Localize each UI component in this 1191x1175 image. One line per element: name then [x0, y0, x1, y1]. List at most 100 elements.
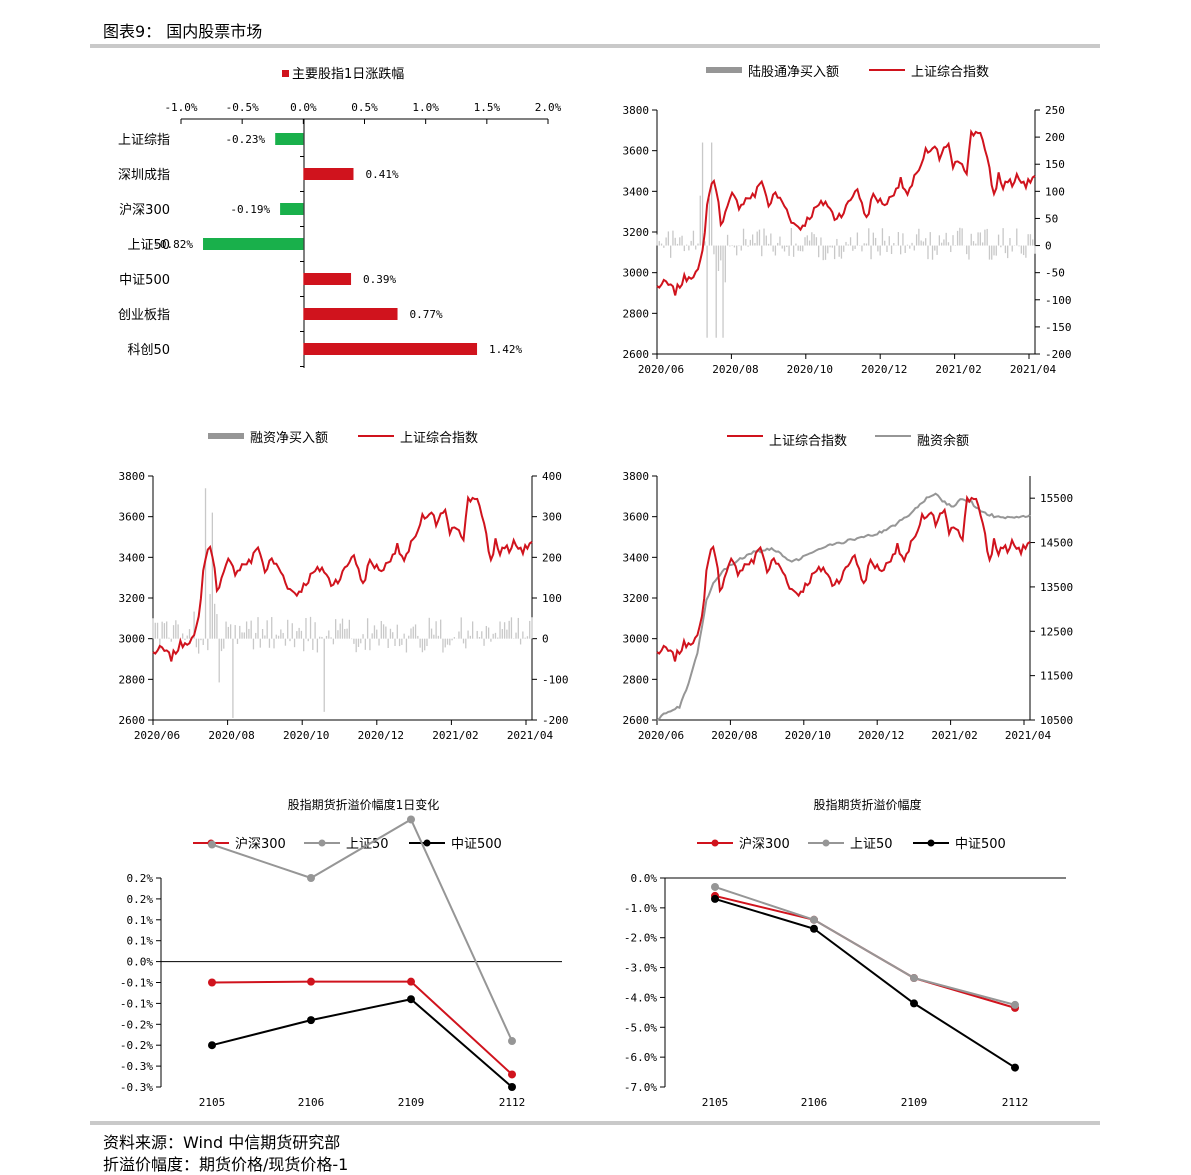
x-tick-label: 2021/02 — [935, 363, 981, 376]
legend-label-1: 上证50 — [850, 837, 893, 852]
right-tick-label: 0 — [1045, 240, 1052, 253]
right-tick-label: 200 — [1045, 131, 1065, 144]
x-tick-label: 2020/06 — [134, 729, 180, 742]
category-label: 创业板指 — [118, 308, 170, 323]
right-tick-label: -150 — [1045, 321, 1072, 334]
right-tick-label: 300 — [542, 511, 562, 524]
series-point-2-2 — [407, 995, 415, 1004]
legend-marker-2 — [423, 839, 431, 847]
right-tick-label: 13500 — [1040, 581, 1073, 594]
right-tick-label: -200 — [542, 714, 569, 727]
category-label: 2112 — [1002, 1096, 1029, 1109]
y-tick-label: -0.3% — [120, 1081, 153, 1094]
right-tick-label: 150 — [1045, 158, 1065, 171]
right-tick-label: 400 — [542, 470, 562, 483]
series-point-2-3 — [1011, 1063, 1019, 1072]
left-tick-label: 3200 — [623, 226, 650, 239]
bar-4 — [303, 273, 352, 285]
series-point-1-3 — [508, 1037, 516, 1046]
legend-marker-0 — [711, 839, 719, 847]
data-label: 0.77% — [410, 308, 443, 321]
left-tick-label: 3600 — [119, 511, 146, 524]
data-label: -0.19% — [230, 203, 270, 216]
series-point-1-0 — [208, 840, 216, 849]
category-label: 2105 — [199, 1096, 226, 1109]
data-label: -0.23% — [225, 133, 265, 146]
x-tick-label: 2021/02 — [432, 729, 478, 742]
x-tick-label: 1.5% — [474, 101, 501, 114]
left-tick-label: 3200 — [119, 592, 146, 605]
bar-0 — [275, 133, 304, 145]
legend-swatch-bar — [706, 67, 742, 73]
header-rule — [90, 44, 1100, 48]
x-tick-label: 2020/12 — [858, 729, 904, 742]
x-tick-label: 2020/06 — [638, 729, 684, 742]
bar-6 — [303, 343, 478, 355]
legend-label-change: 主要股指1日涨跌幅 — [292, 66, 404, 82]
left-tick-label: 2600 — [119, 714, 146, 727]
y-tick-label: 0.1% — [127, 914, 154, 927]
y-tick-label: -4.0% — [624, 991, 657, 1004]
series-line-2 — [211, 998, 513, 1088]
x-tick-label: 2020/10 — [785, 729, 831, 742]
left-tick-label: 2600 — [623, 348, 650, 361]
x-tick-label: 2021/02 — [931, 729, 977, 742]
source-note: 资料来源：Wind 中信期货研究部 — [103, 1133, 341, 1152]
series-point-2-3 — [508, 1083, 516, 1091]
x-tick-label: 2020/10 — [787, 363, 833, 376]
left-tick-label: 2800 — [623, 673, 650, 686]
series-point-0-2 — [407, 977, 415, 986]
y-tick-label: -0.3% — [120, 1060, 153, 1073]
data-label: 0.41% — [365, 168, 398, 181]
series-point-2-0 — [711, 894, 719, 903]
left-tick-label: 2800 — [119, 673, 146, 686]
y-tick-label: -2.0% — [624, 932, 657, 945]
left-tick-label: 3200 — [623, 592, 650, 605]
series-point-2-1 — [307, 1016, 315, 1025]
y-tick-label: 0.2% — [127, 893, 154, 906]
category-label: 沪深300 — [119, 202, 170, 218]
legend-label-2: 中证500 — [955, 837, 1006, 852]
category-label: 2112 — [499, 1096, 526, 1109]
right-tick-label: 100 — [542, 592, 562, 605]
data-label: 0.39% — [363, 273, 396, 286]
series-line-1 — [211, 818, 513, 1042]
category-label: 2106 — [298, 1096, 325, 1109]
legend-label-0: 沪深300 — [235, 836, 286, 852]
x-tick-label: 2020/12 — [358, 729, 404, 742]
series-line-0 — [211, 980, 513, 1076]
right-tick-label: 11500 — [1040, 670, 1073, 683]
series-point-0-1 — [307, 977, 315, 986]
series-point-2-1 — [810, 924, 818, 933]
y-tick-label: -0.1% — [120, 977, 153, 990]
right-tick-label: -100 — [542, 673, 569, 686]
bar-5 — [303, 308, 398, 320]
category-label: 2109 — [398, 1096, 425, 1109]
legend-marker-2 — [927, 839, 935, 847]
y-tick-label: -6.0% — [624, 1051, 657, 1064]
legend-label-2: 中证500 — [451, 837, 502, 852]
bar-3 — [203, 238, 304, 250]
right-tick-label: -200 — [1045, 348, 1072, 361]
shanghai-index-line — [152, 494, 533, 662]
data-label: 1.42% — [489, 343, 522, 356]
x-tick-label: -0.5% — [226, 101, 259, 114]
legend-label-line: 上证综合指数 — [400, 431, 478, 446]
left-tick-label: 3400 — [623, 185, 650, 198]
x-tick-label: 2021/04 — [1005, 729, 1052, 742]
shanghai-index-line — [656, 128, 1036, 296]
right-tick-label: -100 — [1045, 294, 1072, 307]
x-tick-label: 2020/08 — [711, 729, 757, 742]
right-tick-label: 200 — [542, 551, 562, 564]
legend-label-balance: 融资余额 — [917, 433, 969, 449]
legend-label-line: 上证综合指数 — [911, 65, 989, 80]
series-point-2-0 — [208, 1041, 216, 1050]
category-label: 上证综指 — [118, 133, 170, 148]
y-tick-label: 0.0% — [631, 872, 658, 885]
category-label: 2105 — [702, 1096, 729, 1109]
right-tick-label: -50 — [1045, 267, 1065, 280]
series-point-0-0 — [208, 978, 216, 987]
